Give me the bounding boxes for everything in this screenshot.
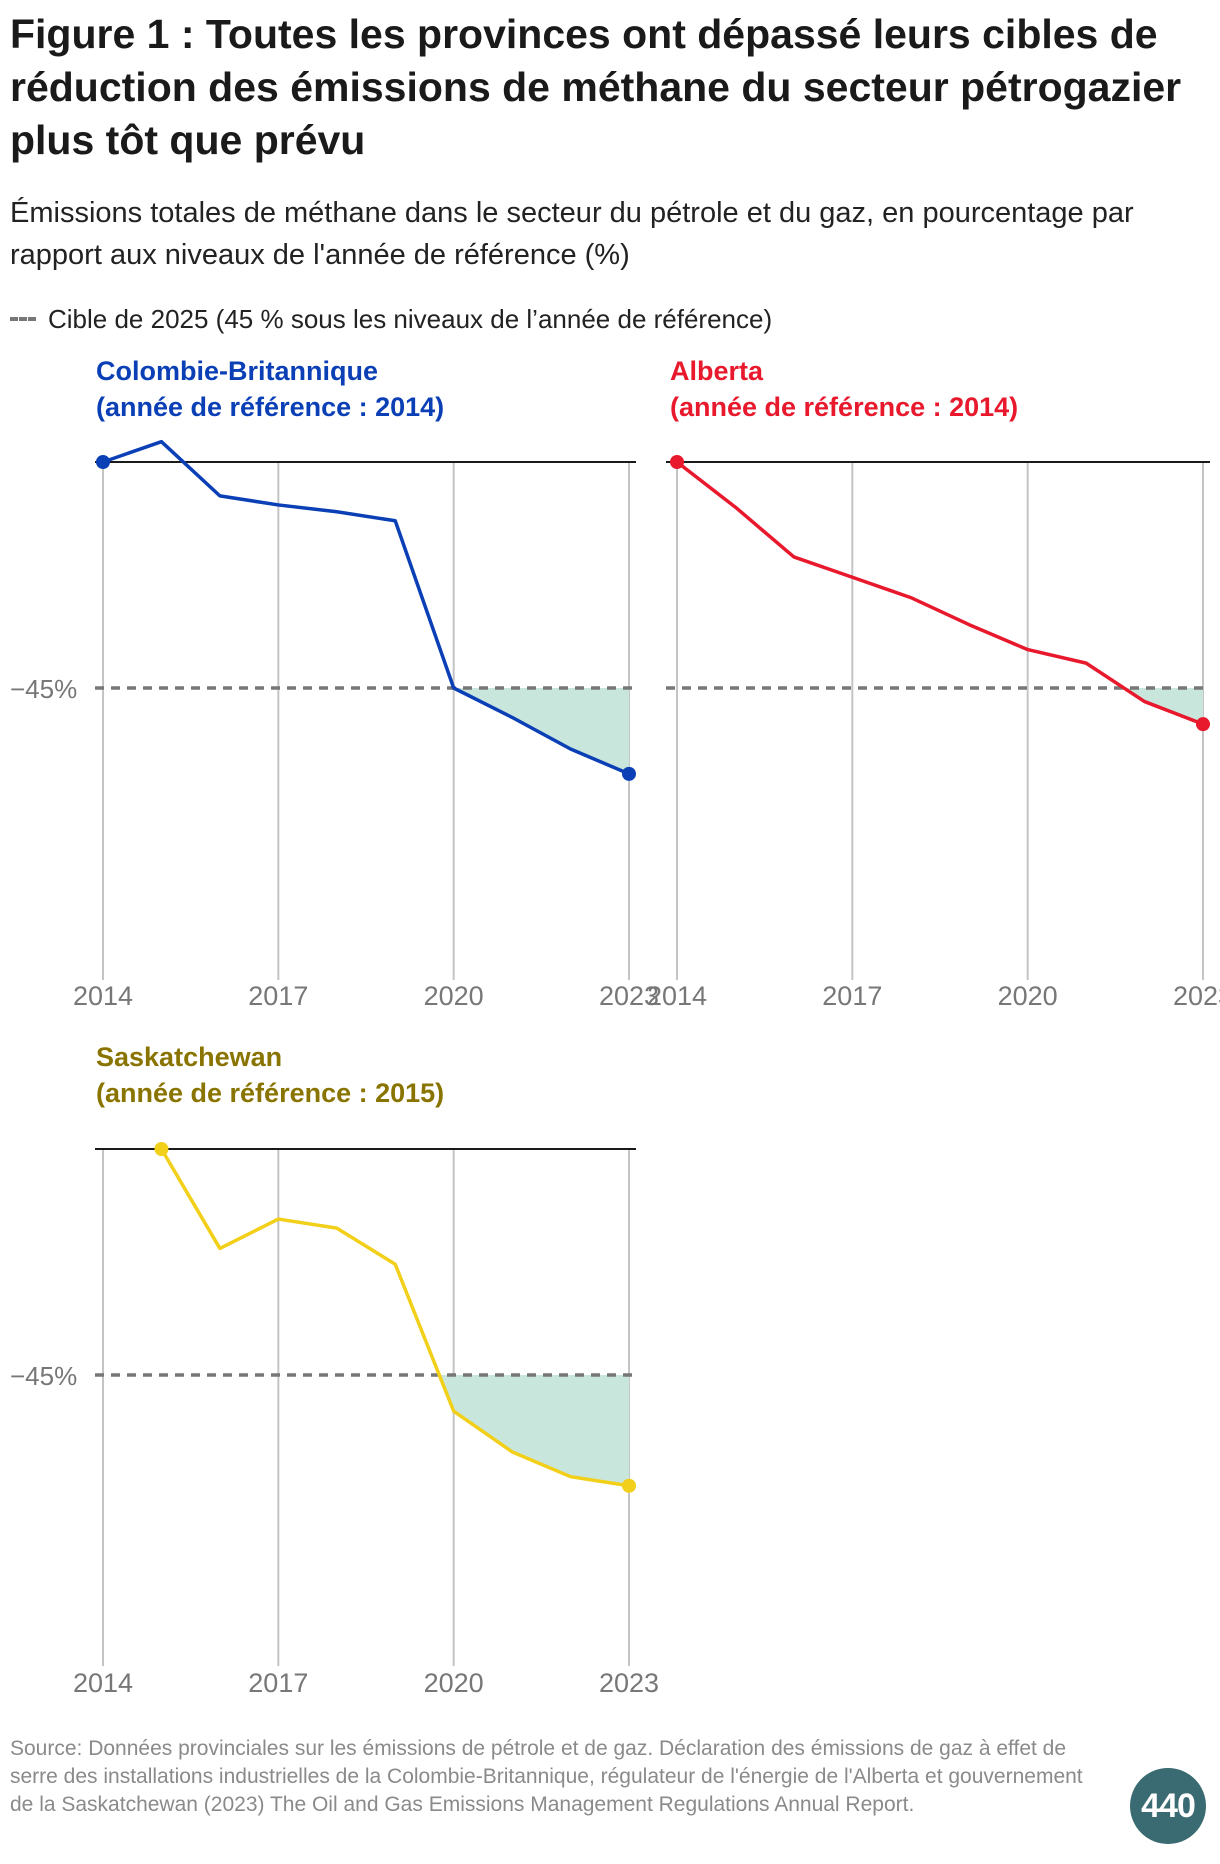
series-line-ab — [675, 460, 1205, 726]
data-point-bc-2014 — [96, 455, 110, 469]
x-tick-label-sk-2014: 2014 — [73, 1668, 133, 1698]
source-note: Source: Données provinciales sur les émi… — [10, 1737, 1083, 1816]
x-tick-label-bc-2014: 2014 — [73, 981, 133, 1011]
x-tick-label-sk-2020: 2020 — [424, 1668, 484, 1698]
legend-dash-swatch — [10, 317, 36, 321]
small-multiples-chart: −45% 2014 2017 2020 2023 Colombie-Britannique… — [10, 356, 1220, 1698]
data-point-ab-2014 — [670, 455, 684, 469]
panel-bc: −45% 2014 2017 2020 2023 Colombie-Britannique… — [10, 356, 659, 1011]
panel-subtitle-bc: (année de référence : 2014) — [96, 392, 444, 422]
target-label-bc: −45% — [10, 674, 77, 704]
x-tick-label-ab-2020: 2020 — [998, 981, 1058, 1011]
panel-subtitle-ab: (année de référence : 2014) — [670, 392, 1018, 422]
chart-subtitle: Émissions totales de méthane dans le sec… — [10, 197, 1134, 271]
target-label-sk: −45% — [10, 1361, 77, 1391]
data-point-ab-2023 — [1196, 717, 1210, 732]
logo-badge: 440 — [1130, 1768, 1206, 1844]
series-line-bc — [101, 439, 631, 776]
panel-title-bc: Colombie-Britannique — [96, 356, 378, 386]
x-tick-label-bc-2017: 2017 — [248, 981, 308, 1011]
data-point-sk-2015 — [154, 1142, 169, 1156]
x-tick-label-bc-2023: 2023 — [599, 981, 659, 1011]
x-tick-label-sk-2023: 2023 — [599, 1668, 659, 1698]
below-target-area-sk — [439, 1375, 629, 1486]
x-tick-label-ab-2017: 2017 — [822, 981, 882, 1011]
panel-ab: 2014 2017 2020 2023 Alberta (année de référen… — [647, 356, 1220, 1011]
panel-title-sk: Saskatchewan — [96, 1042, 282, 1072]
panel-subtitle-sk: (année de référence : 2015) — [96, 1078, 444, 1108]
x-tick-label-bc-2020: 2020 — [424, 981, 484, 1011]
chart-title: Figure 1 : Toutes les provinces ont dépa… — [10, 11, 1182, 163]
legend: Cible de 2025 (45 % sous les niveaux de … — [10, 302, 772, 336]
x-tick-label-ab-2014: 2014 — [647, 981, 707, 1011]
panel-sk: −45% 2014 2017 2020 2023 Saskatchewan (année d… — [10, 1042, 659, 1698]
x-tick-label-ab-2023: 2023 — [1173, 981, 1220, 1011]
data-point-bc-2023 — [622, 766, 636, 781]
data-point-sk-2023 — [622, 1478, 636, 1493]
x-tick-label-sk-2017: 2017 — [248, 1668, 308, 1698]
panel-title-ab: Alberta — [670, 356, 764, 386]
legend-label: Cible de 2025 (45 % sous les niveaux de … — [48, 304, 773, 334]
